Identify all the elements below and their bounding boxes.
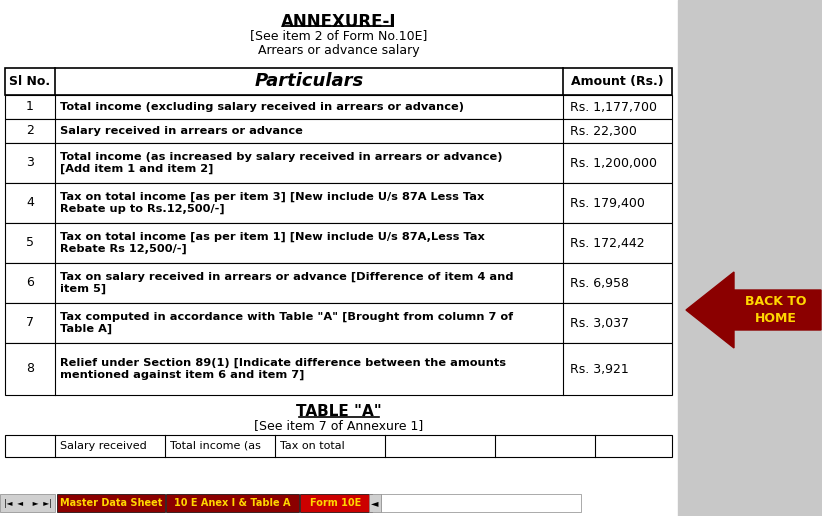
Text: 2: 2 [26, 124, 34, 137]
Text: TABLE "A": TABLE "A" [296, 404, 381, 419]
Text: Master Data Sheet: Master Data Sheet [60, 498, 162, 508]
Bar [381, 494, 581, 512]
Text: [See item 2 of Form No.10E]: [See item 2 of Form No.10E] [250, 29, 427, 42]
Text: Rs. 6,958: Rs. 6,958 [570, 277, 629, 289]
Bar [166, 494, 299, 512]
Text: 10 E Anex I & Table A: 10 E Anex I & Table A [174, 498, 291, 508]
Text: 6: 6 [26, 277, 34, 289]
Text: Rs. 3,037: Rs. 3,037 [570, 316, 629, 330]
Text: 8: 8 [26, 363, 34, 376]
Bar [0, 494, 55, 512]
Text: Rs. 172,442: Rs. 172,442 [570, 236, 644, 250]
Text: Sl No.: Sl No. [9, 75, 51, 88]
Text: Arrears or advance salary: Arrears or advance salary [257, 44, 419, 57]
Text: Rs. 1,200,000: Rs. 1,200,000 [570, 156, 657, 169]
Bar [5, 143, 672, 183]
Bar [5, 68, 672, 95]
Text: Rs. 179,400: Rs. 179,400 [570, 197, 645, 209]
Text: BACK TO
HOME: BACK TO HOME [746, 295, 806, 325]
Text: 7: 7 [26, 316, 34, 330]
Text: 1: 1 [26, 101, 34, 114]
Bar [5, 119, 672, 143]
Bar [369, 494, 381, 512]
Text: Rs. 3,921: Rs. 3,921 [570, 363, 629, 376]
Text: ANNEXURE-I: ANNEXURE-I [281, 13, 396, 31]
Text: Total income (as: Total income (as [170, 441, 261, 451]
Text: Particulars: Particulars [254, 73, 363, 90]
Bar [5, 183, 672, 223]
Text: 3: 3 [26, 156, 34, 169]
Bar [300, 494, 372, 512]
Text: Salary received: Salary received [60, 441, 147, 451]
Bar [5, 223, 672, 263]
Text: Relief under Section 89(1) [Indicate difference between the amounts
mentioned ag: Relief under Section 89(1) [Indicate dif… [60, 358, 506, 380]
Bar [57, 494, 165, 512]
Bar [5, 435, 672, 457]
Text: Tax on total income [as per item 1] [New include U/s 87A,Less Tax
Rebate Rs 12,5: Tax on total income [as per item 1] [New… [60, 232, 485, 254]
Text: Amount (Rs.): Amount (Rs.) [571, 75, 664, 88]
Bar [5, 263, 672, 303]
Text: ◄: ◄ [372, 498, 379, 508]
Bar [5, 95, 672, 119]
Text: Salary received in arrears or advance: Salary received in arrears or advance [60, 126, 302, 136]
Text: Rs. 1,177,700: Rs. 1,177,700 [570, 101, 657, 114]
Text: Tax on total income [as per item 3] [New include U/s 87A Less Tax
Rebate up to R: Tax on total income [as per item 3] [New… [60, 191, 484, 215]
Text: Tax computed in accordance with Table "A" [Brought from column 7 of
Table A]: Tax computed in accordance with Table "A… [60, 312, 513, 334]
Text: 5: 5 [26, 236, 34, 250]
Text: Rs. 22,300: Rs. 22,300 [570, 124, 637, 137]
Text: [See item 7 of Annexure 1]: [See item 7 of Annexure 1] [254, 419, 423, 432]
Text: Total income (as increased by salary received in arrears or advance)
[Add item 1: Total income (as increased by salary rec… [60, 152, 502, 174]
Text: 4: 4 [26, 197, 34, 209]
Text: Tax on salary received in arrears or advance [Difference of item 4 and
item 5]: Tax on salary received in arrears or adv… [60, 271, 514, 295]
Bar [5, 303, 672, 343]
Text: |◄  ◄    ►  ►|: |◄ ◄ ► ►| [4, 498, 52, 508]
Text: Total income (excluding salary received in arrears or advance): Total income (excluding salary received … [60, 102, 464, 112]
Bar [678, 0, 822, 516]
Text: Tax on total: Tax on total [280, 441, 344, 451]
Polygon shape [686, 272, 821, 348]
Bar [5, 343, 672, 395]
Text: Form 10E: Form 10E [311, 498, 362, 508]
